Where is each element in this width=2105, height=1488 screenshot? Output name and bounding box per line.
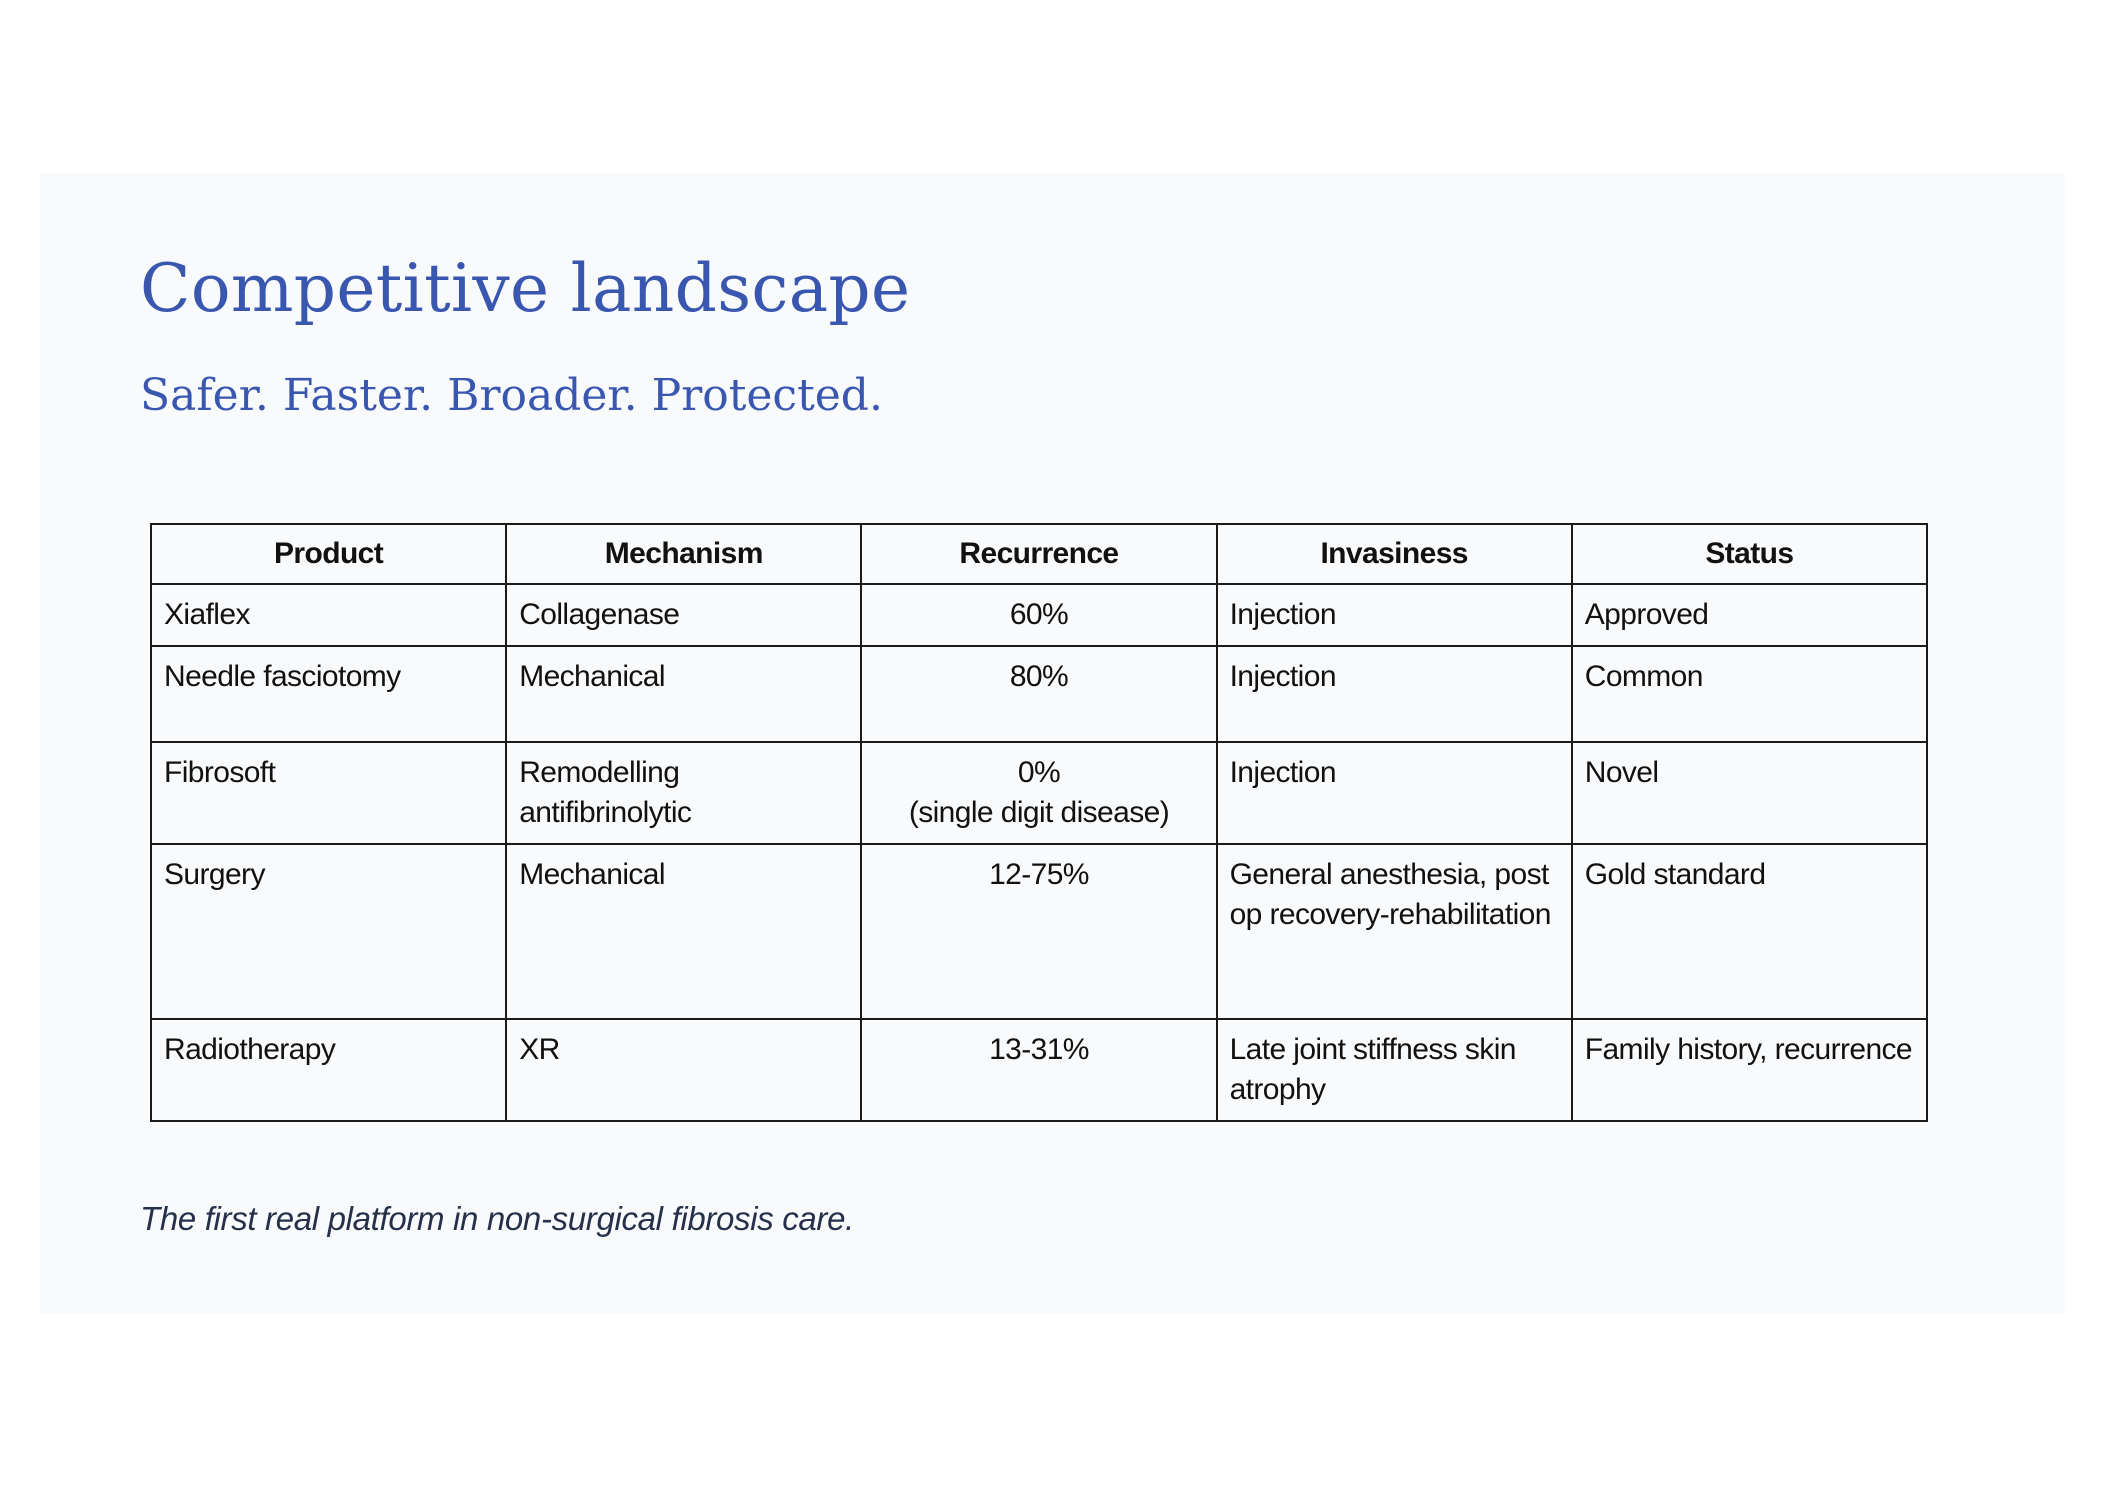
table-cell: Injection bbox=[1215, 583, 1573, 647]
table-body: Xiaflex Collagenase 60% Injection Approved Ne… bbox=[149, 583, 1929, 1122]
table-row: Fibrosoft Remodelling antifibrinolytic 0% … bbox=[149, 741, 1929, 845]
column-header: Status bbox=[1570, 523, 1929, 585]
table-cell: Radiotherapy bbox=[149, 1018, 508, 1122]
page-subtitle: Safer. Faster. Broader. Protected. bbox=[140, 370, 883, 421]
page-title: Competitive landscape bbox=[140, 250, 911, 327]
table-cell: Injection bbox=[1215, 645, 1573, 743]
table-row: Xiaflex Collagenase 60% Injection Approved bbox=[149, 583, 1929, 647]
table-header-row: Product Mechanism Recurrence Invasiness Stat… bbox=[149, 523, 1929, 585]
competitive-table: Product Mechanism Recurrence Invasiness Stat… bbox=[149, 523, 1929, 1122]
table-cell: Xiaflex bbox=[149, 583, 508, 647]
table-row: Needle fasciotomy Mechanical 80% Injection C… bbox=[149, 645, 1929, 743]
table-cell: Novel bbox=[1570, 741, 1929, 845]
table-cell: Needle fasciotomy bbox=[149, 645, 508, 743]
table-cell: XR bbox=[505, 1018, 863, 1122]
table-cell: 13-31% bbox=[860, 1018, 1218, 1122]
table-row: Radiotherapy XR 13-31% Late joint stiffness… bbox=[149, 1018, 1929, 1122]
column-header: Product bbox=[149, 523, 508, 585]
table-cell: 80% bbox=[860, 645, 1218, 743]
table-cell: Collagenase bbox=[505, 583, 863, 647]
table-head: Product Mechanism Recurrence Invasiness Stat… bbox=[149, 523, 1929, 585]
table-cell: Late joint stiffness skin atrophy bbox=[1215, 1018, 1573, 1122]
table-cell: 60% bbox=[860, 583, 1218, 647]
table-cell: Gold standard bbox=[1570, 843, 1929, 1020]
table-cell: Family history, recurrence bbox=[1570, 1018, 1929, 1122]
table-cell: Fibrosoft bbox=[149, 741, 508, 845]
table-cell: Mechanical bbox=[505, 843, 863, 1020]
table-cell: 0% (single digit disease) bbox=[860, 741, 1218, 845]
column-header: Recurrence bbox=[860, 523, 1218, 585]
table-cell: General anesthesia, post op recovery-reh… bbox=[1215, 843, 1573, 1020]
table-cell: Remodelling antifibrinolytic bbox=[505, 741, 863, 845]
footer-note: The first real platform in non-surgical … bbox=[140, 1200, 854, 1237]
table-cell: 12-75% bbox=[860, 843, 1218, 1020]
table-cell: Injection bbox=[1215, 741, 1573, 845]
table-cell: Mechanical bbox=[505, 645, 863, 743]
column-header: Invasiness bbox=[1215, 523, 1573, 585]
table-cell: Surgery bbox=[149, 843, 508, 1020]
table-cell: Common bbox=[1570, 645, 1929, 743]
table-cell: Approved bbox=[1570, 583, 1929, 647]
table-row: Surgery Mechanical 12-75% General anesthesi… bbox=[149, 843, 1929, 1020]
column-header: Mechanism bbox=[505, 523, 863, 585]
